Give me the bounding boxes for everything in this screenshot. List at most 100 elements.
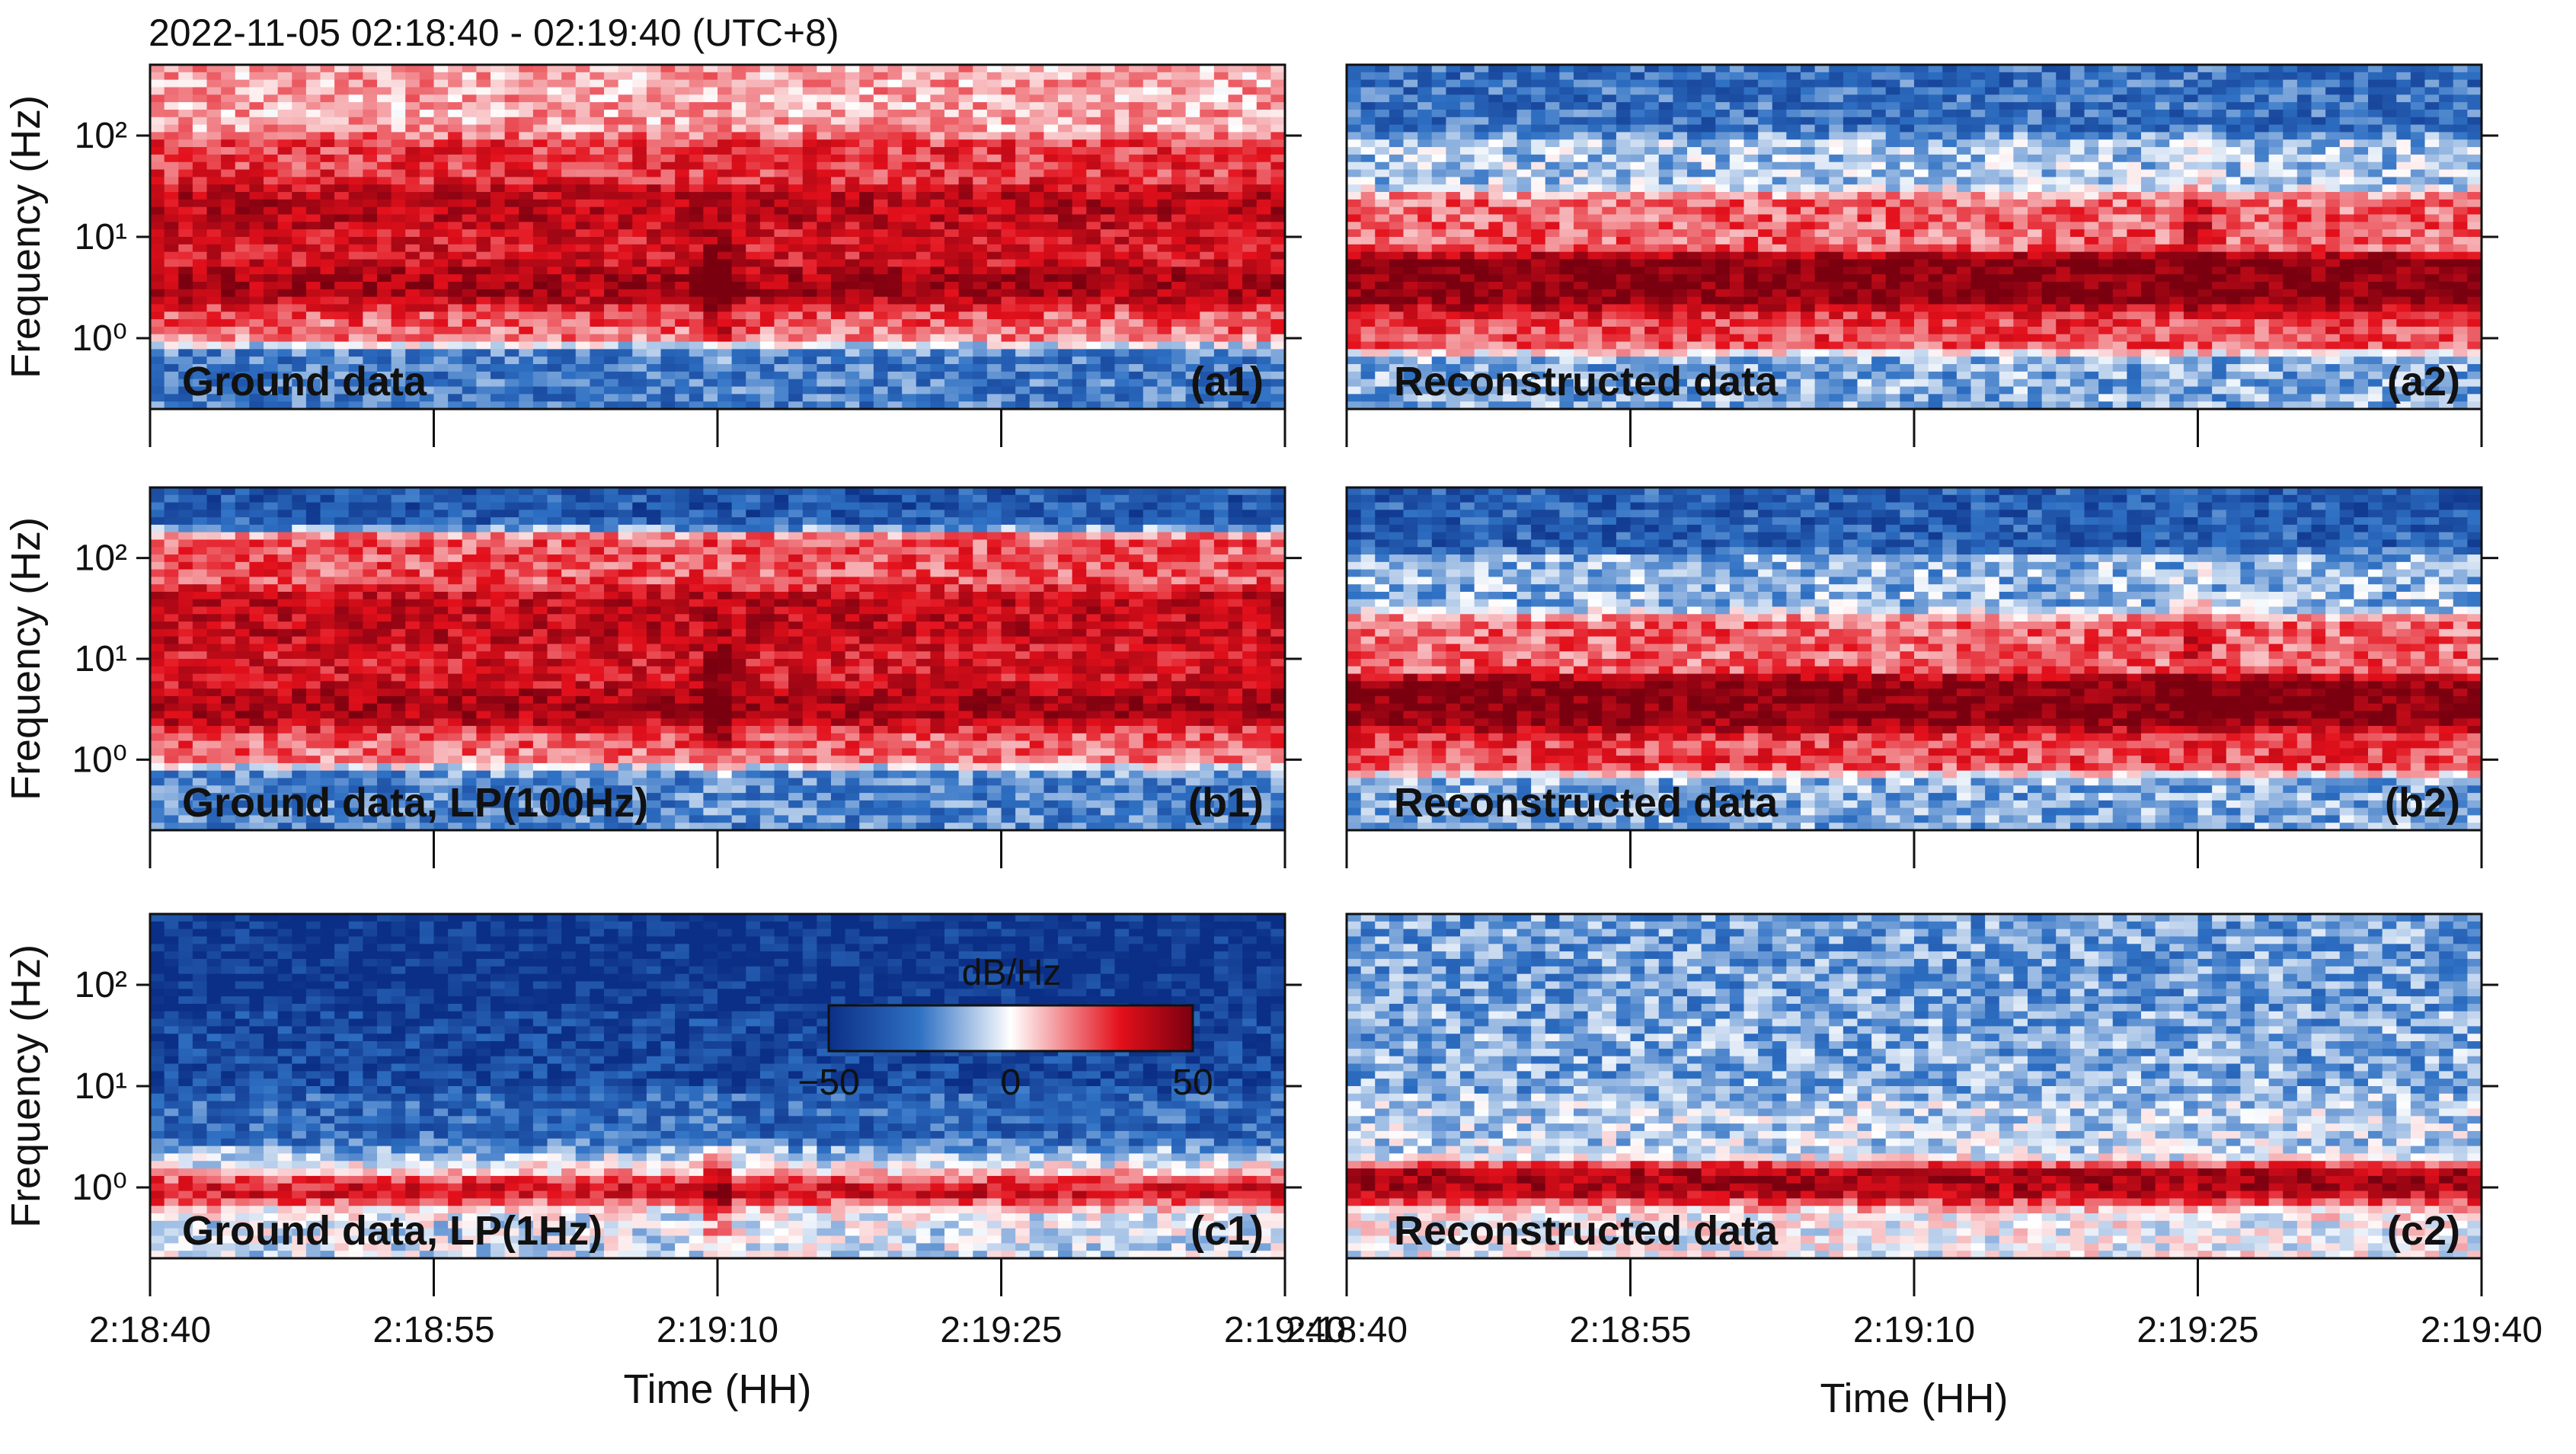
heatmap-cell	[689, 386, 704, 395]
heatmap-cell	[2112, 161, 2127, 171]
heatmap-cell	[1772, 94, 1787, 103]
heatmap-cell	[206, 214, 222, 222]
heatmap-cell	[462, 184, 477, 193]
heatmap-cell	[377, 319, 392, 328]
heatmap-cell	[590, 79, 605, 88]
heatmap-cell	[164, 341, 179, 350]
heatmap-cell	[405, 364, 420, 372]
heatmap-cell	[618, 296, 633, 305]
heatmap-cell	[660, 379, 676, 388]
heatmap-cell	[973, 274, 988, 283]
heatmap-cell	[1058, 386, 1073, 395]
heatmap-cell	[405, 312, 420, 320]
heatmap-cell	[1100, 401, 1116, 410]
heatmap-cell	[1157, 319, 1172, 328]
heatmap-cell	[759, 192, 775, 200]
heatmap-cell	[718, 199, 733, 208]
heatmap-cell	[277, 356, 292, 365]
heatmap-cell	[845, 102, 860, 110]
heatmap-cell	[575, 334, 590, 343]
heatmap-cell	[718, 147, 733, 155]
heatmap-cell	[1044, 117, 1059, 126]
heatmap-cell	[1157, 341, 1172, 350]
heatmap-cell	[305, 161, 321, 171]
heatmap-cell	[718, 117, 733, 126]
heatmap-cell	[788, 132, 804, 140]
heatmap-cell	[902, 147, 917, 155]
heatmap-cell	[1729, 161, 1745, 171]
heatmap-cell	[718, 296, 733, 305]
heatmap-cell	[1587, 72, 1603, 81]
heatmap-cell	[1488, 79, 1504, 88]
heatmap-cell	[348, 199, 363, 208]
heatmap-cell	[958, 259, 973, 267]
heatmap-cell	[1900, 154, 1915, 163]
heatmap-cell	[703, 72, 718, 81]
heatmap-cell	[788, 356, 804, 365]
heatmap-cell	[1630, 72, 1645, 81]
heatmap-cell	[1015, 349, 1031, 357]
heatmap-cell	[150, 251, 165, 260]
heatmap-cell	[660, 341, 676, 350]
heatmap-cell	[2069, 87, 2085, 95]
heatmap-cell	[2255, 87, 2270, 95]
heatmap-cell	[348, 147, 363, 155]
heatmap-cell	[1001, 341, 1016, 350]
heatmap-cell	[689, 154, 704, 163]
heatmap-cell	[249, 132, 264, 140]
heatmap-cell	[292, 87, 307, 95]
heatmap-cell	[746, 117, 761, 126]
heatmap-cell	[1213, 289, 1229, 298]
heatmap-cell	[1100, 177, 1116, 185]
heatmap-cell	[1058, 312, 1073, 320]
heatmap-cell	[759, 244, 775, 253]
heatmap-cell	[532, 79, 548, 88]
heatmap-cell	[532, 109, 548, 118]
heatmap-cell	[1630, 109, 1645, 118]
heatmap-cell	[1701, 154, 1716, 163]
heatmap-cell	[859, 177, 874, 185]
heatmap-cell	[1517, 94, 1532, 103]
heatmap-cell	[1644, 102, 1660, 110]
heatmap-cell	[1143, 192, 1158, 200]
heatmap-cell	[462, 319, 477, 328]
heatmap-cell	[774, 319, 789, 328]
heatmap-cell	[958, 394, 973, 402]
heatmap-cell	[1772, 72, 1787, 81]
heatmap-cell	[930, 371, 945, 380]
heatmap-cell	[973, 341, 988, 350]
heatmap-cell	[1256, 274, 1271, 283]
heatmap-cell	[2112, 132, 2127, 140]
heatmap-cell	[944, 184, 960, 193]
heatmap-cell	[887, 184, 903, 193]
heatmap-cell	[178, 394, 193, 402]
heatmap-cell	[206, 79, 222, 88]
heatmap-cell	[192, 102, 208, 110]
heatmap-cell	[575, 364, 590, 372]
heatmap-cell	[930, 251, 945, 260]
heatmap-cell	[986, 281, 1002, 290]
heatmap-cell	[1185, 192, 1200, 200]
heatmap-cell	[1143, 72, 1158, 81]
heatmap-cell	[1100, 214, 1116, 222]
heatmap-cell	[1213, 274, 1229, 283]
heatmap-cell	[1200, 124, 1215, 133]
heatmap-cell	[1044, 222, 1059, 230]
heatmap-cell	[916, 161, 931, 171]
heatmap-cell	[703, 132, 718, 140]
heatmap-cell	[1228, 147, 1243, 155]
heatmap-cell	[519, 237, 534, 245]
heatmap-cell	[462, 109, 477, 118]
heatmap-cell	[2354, 161, 2369, 171]
heatmap-cell	[264, 356, 279, 365]
heatmap-cell	[817, 109, 832, 118]
heatmap-cell	[206, 334, 222, 343]
heatmap-cell	[817, 356, 832, 365]
heatmap-cell	[1545, 139, 1560, 148]
heatmap-cell	[788, 109, 804, 118]
heatmap-cell	[305, 259, 321, 267]
heatmap-cell	[1029, 379, 1044, 388]
heatmap-cell	[646, 244, 662, 253]
heatmap-cell	[2127, 124, 2142, 133]
heatmap-cell	[2098, 147, 2114, 155]
